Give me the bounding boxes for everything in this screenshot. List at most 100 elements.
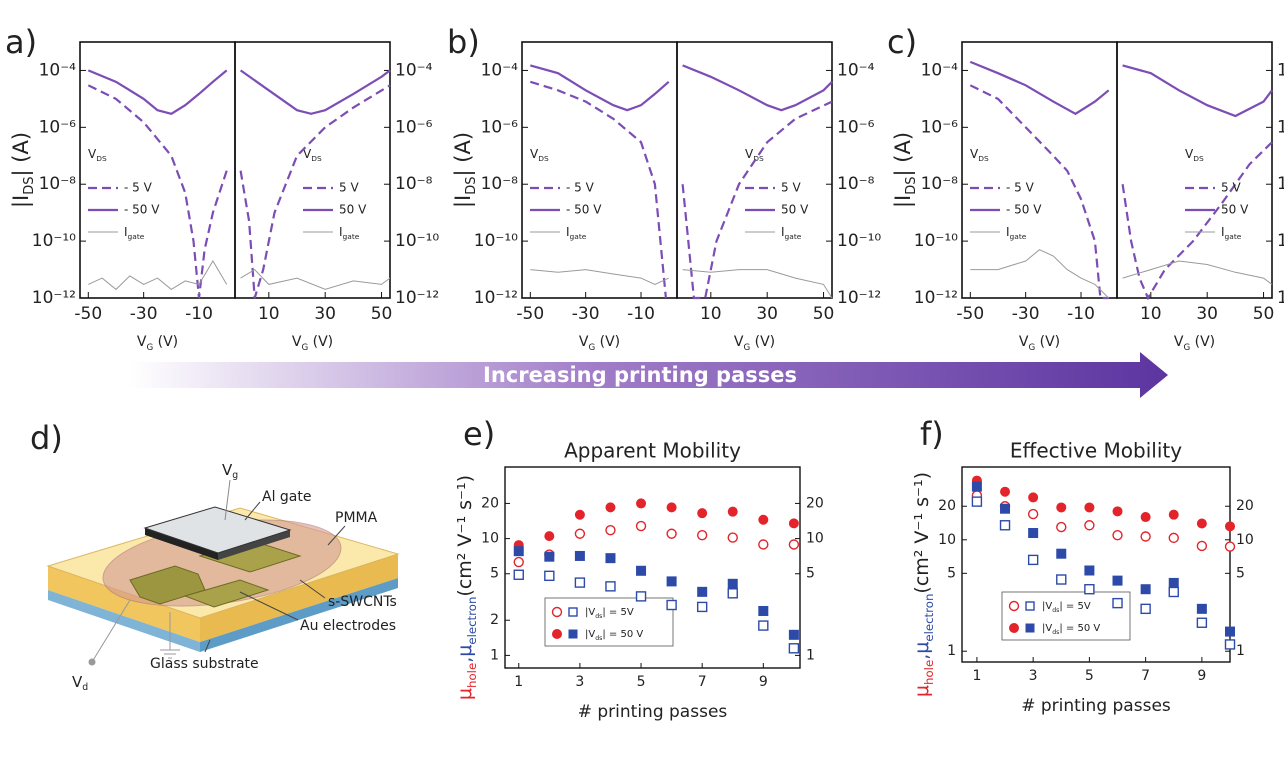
data-line xyxy=(87,84,228,299)
x-tick-label: 7 xyxy=(698,674,707,690)
subscript: gate xyxy=(343,232,360,241)
hole-point xyxy=(1000,486,1011,497)
text-part: |V xyxy=(585,607,595,618)
y-tick-label: 5 xyxy=(947,565,956,581)
electron-point xyxy=(544,551,555,562)
x-axis-label: VG (V) xyxy=(1019,334,1060,353)
text-part: V xyxy=(970,147,979,161)
y-tick-label: 10⁻¹⁰ xyxy=(837,231,881,251)
data-line xyxy=(88,260,228,291)
leader-line xyxy=(327,525,346,546)
text-part: |I xyxy=(451,195,476,208)
legend-box xyxy=(544,597,674,647)
y-tick-label: 5 xyxy=(490,566,499,582)
legend-marker xyxy=(1025,623,1035,633)
leader-line xyxy=(204,639,211,653)
electrode xyxy=(183,579,270,608)
legend-label: Igate xyxy=(1006,225,1027,241)
legend-title: VDS xyxy=(530,147,549,163)
y-axis-label: |IDS| (A) xyxy=(891,132,919,208)
subscript: G xyxy=(588,343,595,353)
x-tick-label: -50 xyxy=(516,304,544,324)
legend-label: 50 V xyxy=(339,203,367,217)
electron-point xyxy=(1196,603,1207,614)
legend-label: Igate xyxy=(124,225,145,241)
gate-side xyxy=(218,530,290,560)
text-part: |V xyxy=(1042,601,1052,612)
subscript: gate xyxy=(1225,232,1242,241)
data-line xyxy=(682,64,833,112)
plot-frame xyxy=(521,41,678,299)
panel-label: a) xyxy=(5,23,37,61)
plot-frame xyxy=(79,41,236,299)
electron-point xyxy=(605,553,616,564)
y-tick-label: 10⁻⁶ xyxy=(837,117,875,137)
data-line xyxy=(530,269,669,285)
y-tick-label: 10 xyxy=(938,532,956,548)
plot-frame xyxy=(961,41,1118,299)
hole-point xyxy=(574,509,585,520)
subscript: DS xyxy=(22,176,37,194)
text-part: I xyxy=(781,225,785,239)
y-axis-label: μhole,μelectron(cm² V⁻¹ s⁻¹) xyxy=(454,475,479,700)
legend-label: |Vds| = 50 V xyxy=(1042,623,1100,636)
hole-point xyxy=(788,518,799,529)
arrow-shape xyxy=(130,352,1168,398)
glass-side xyxy=(200,578,398,652)
subscript: DS xyxy=(1193,154,1204,163)
subscript: DS xyxy=(538,154,549,163)
pmma-side xyxy=(200,554,398,642)
x-tick-label: 1 xyxy=(972,668,981,684)
text-part: I xyxy=(339,225,343,239)
electron-point xyxy=(727,588,738,599)
text-part: (V) xyxy=(1190,334,1215,350)
x-tick-label: 30 xyxy=(1196,304,1218,324)
subscript: g xyxy=(232,470,238,481)
plot-frame xyxy=(961,466,1231,663)
legend-label: 5 V xyxy=(781,181,801,195)
plot-frame xyxy=(1116,41,1273,299)
x-tick-label: 10 xyxy=(1140,304,1162,324)
y-tick-label: 10⁻⁶ xyxy=(1277,117,1284,137)
legend-label: 50 V xyxy=(1221,203,1249,217)
hole-point xyxy=(1056,502,1067,513)
diagram-label: PMMA xyxy=(335,510,378,526)
hole-point xyxy=(1168,509,1179,520)
electron-point xyxy=(1056,574,1067,585)
legend-marker xyxy=(552,629,562,639)
text-part: (cm² V⁻¹ s⁻¹) xyxy=(911,472,933,594)
hole-point xyxy=(1140,512,1151,523)
y-tick-label: 10⁻¹² xyxy=(837,288,881,308)
electron-point xyxy=(758,620,769,631)
y2-tick-label: 1 xyxy=(1236,643,1245,659)
plot-frame xyxy=(676,41,833,299)
text-part: (V) xyxy=(595,334,620,350)
legend-label: Igate xyxy=(1221,225,1242,241)
text-part: |I xyxy=(9,195,34,208)
legend-title: VDS xyxy=(88,147,107,163)
y-tick-label: 10⁻⁶ xyxy=(39,117,77,137)
y-axis-label: μhole,μelectron(cm² V⁻¹ s⁻¹) xyxy=(911,472,936,697)
y2-tick-label: 5 xyxy=(806,566,815,582)
y-axis-label: |IDS| (A) xyxy=(451,132,479,208)
x-tick-label: 10 xyxy=(258,304,280,324)
hole-point xyxy=(605,524,616,536)
subscript: DS xyxy=(904,176,919,194)
subscript: G xyxy=(1183,343,1190,353)
electron-point xyxy=(513,546,524,557)
text-part: V xyxy=(222,461,233,479)
x-tick-label: 3 xyxy=(1029,668,1038,684)
legend-label: - 5 V xyxy=(124,181,153,195)
text-part: | = 50 V xyxy=(1059,623,1100,634)
x-tick-label: -50 xyxy=(74,304,102,324)
y-tick-label: 10 xyxy=(481,531,499,547)
electron-point xyxy=(1168,577,1179,588)
legend-box xyxy=(1001,591,1131,641)
electron-point xyxy=(1168,586,1179,598)
data-line xyxy=(239,84,391,299)
x-tick-label: -30 xyxy=(1012,304,1040,324)
x-axis-label: # printing passes xyxy=(1021,696,1171,716)
y-tick-label: 20 xyxy=(481,495,499,511)
subscript: ds xyxy=(595,635,602,642)
